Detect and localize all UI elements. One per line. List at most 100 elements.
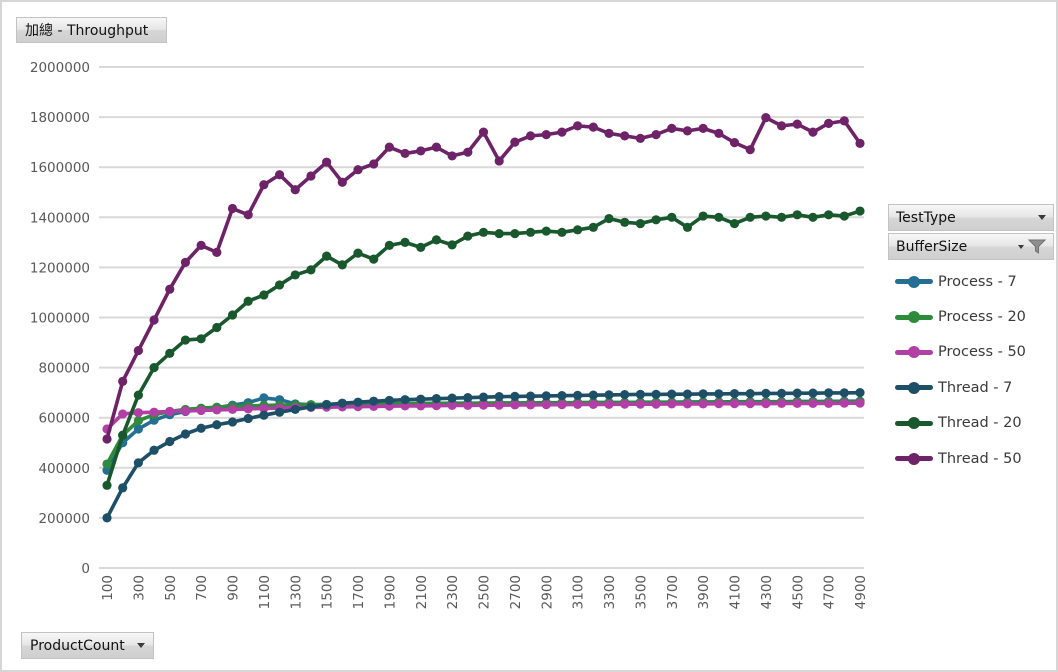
data-point[interactable] (573, 390, 583, 401)
data-point[interactable] (353, 165, 363, 175)
data-point[interactable] (635, 133, 645, 143)
data-point[interactable] (855, 206, 865, 216)
data-point[interactable] (431, 142, 442, 152)
data-point[interactable] (682, 399, 693, 409)
data-point[interactable] (541, 130, 551, 140)
data-point[interactable] (180, 257, 191, 267)
data-point[interactable] (651, 389, 661, 400)
data-point[interactable] (478, 127, 489, 137)
data-point[interactable] (384, 395, 394, 406)
data-point[interactable] (353, 397, 363, 407)
productcount-field-button[interactable]: ProductCount (21, 632, 154, 659)
data-point[interactable] (525, 227, 536, 237)
data-point[interactable] (525, 391, 536, 401)
data-point[interactable] (102, 480, 112, 490)
data-point[interactable] (416, 146, 426, 156)
data-point[interactable] (604, 390, 614, 400)
data-point[interactable] (855, 138, 865, 149)
data-point[interactable] (180, 429, 191, 439)
data-point[interactable] (808, 212, 818, 222)
data-point[interactable] (447, 393, 457, 403)
data-point[interactable] (745, 389, 755, 399)
data-point[interactable] (306, 402, 316, 412)
data-point[interactable] (478, 227, 489, 237)
data-point[interactable] (839, 116, 849, 126)
data-point[interactable] (604, 399, 614, 410)
data-point[interactable] (196, 240, 206, 250)
data-point[interactable] (165, 284, 175, 294)
data-point[interactable] (118, 376, 128, 386)
data-point[interactable] (447, 400, 457, 411)
data-point[interactable] (667, 399, 677, 409)
data-point[interactable] (478, 400, 489, 410)
data-point[interactable] (463, 400, 473, 411)
data-point[interactable] (651, 130, 661, 140)
legend-item-thread-50[interactable]: Thread - 50 (888, 441, 1054, 476)
data-point[interactable] (557, 127, 567, 137)
data-point[interactable] (447, 151, 457, 161)
data-point[interactable] (682, 389, 693, 399)
data-point[interactable] (274, 170, 285, 180)
data-point[interactable] (431, 394, 442, 404)
data-point[interactable] (651, 215, 661, 225)
data-point[interactable] (196, 423, 206, 433)
data-point[interactable] (463, 147, 473, 157)
data-point[interactable] (729, 399, 740, 409)
data-point[interactable] (227, 404, 238, 415)
data-point[interactable] (180, 335, 191, 345)
data-point[interactable] (698, 123, 708, 133)
data-point[interactable] (431, 235, 442, 245)
data-point[interactable] (667, 389, 677, 399)
data-point[interactable] (102, 513, 112, 523)
data-point[interactable] (400, 237, 410, 247)
data-point[interactable] (557, 400, 567, 410)
data-point[interactable] (839, 211, 849, 221)
legend-item-process-20[interactable]: Process - 20 (888, 299, 1054, 334)
data-point[interactable] (620, 390, 630, 400)
data-point[interactable] (133, 390, 143, 400)
data-point[interactable] (494, 156, 504, 166)
data-point[interactable] (212, 247, 222, 257)
data-point[interactable] (180, 406, 191, 416)
data-point[interactable] (525, 131, 536, 141)
data-point[interactable] (227, 310, 238, 320)
data-point[interactable] (745, 212, 755, 222)
data-point[interactable] (463, 393, 473, 403)
data-point[interactable] (494, 392, 504, 402)
data-point[interactable] (243, 210, 253, 220)
data-point[interactable] (698, 399, 708, 409)
data-point[interactable] (855, 398, 865, 408)
data-point[interactable] (227, 417, 238, 427)
data-point[interactable] (243, 404, 253, 414)
data-point[interactable] (416, 394, 426, 404)
data-point[interactable] (808, 398, 818, 409)
data-point[interactable] (290, 404, 300, 415)
data-point[interactable] (714, 399, 724, 409)
data-point[interactable] (478, 392, 489, 402)
data-point[interactable] (133, 416, 143, 426)
data-point[interactable] (729, 389, 740, 399)
data-point[interactable] (541, 226, 551, 236)
data-point[interactable] (369, 254, 379, 264)
data-point[interactable] (306, 171, 316, 181)
data-point[interactable] (761, 388, 771, 399)
data-point[interactable] (337, 398, 347, 408)
data-point[interactable] (369, 159, 379, 169)
data-point[interactable] (149, 363, 159, 373)
data-point[interactable] (651, 399, 661, 409)
data-point[interactable] (274, 407, 285, 417)
data-point[interactable] (776, 398, 787, 409)
data-point[interactable] (196, 405, 206, 416)
data-point[interactable] (714, 128, 724, 138)
data-point[interactable] (667, 123, 677, 133)
data-point[interactable] (557, 227, 567, 237)
data-point[interactable] (369, 396, 379, 406)
data-point[interactable] (102, 434, 112, 444)
data-point[interactable] (243, 296, 253, 306)
data-point[interactable] (494, 228, 504, 239)
data-point[interactable] (118, 409, 128, 419)
data-point[interactable] (635, 218, 645, 229)
data-point[interactable] (824, 210, 834, 220)
data-point[interactable] (714, 389, 724, 399)
data-point[interactable] (510, 391, 520, 402)
